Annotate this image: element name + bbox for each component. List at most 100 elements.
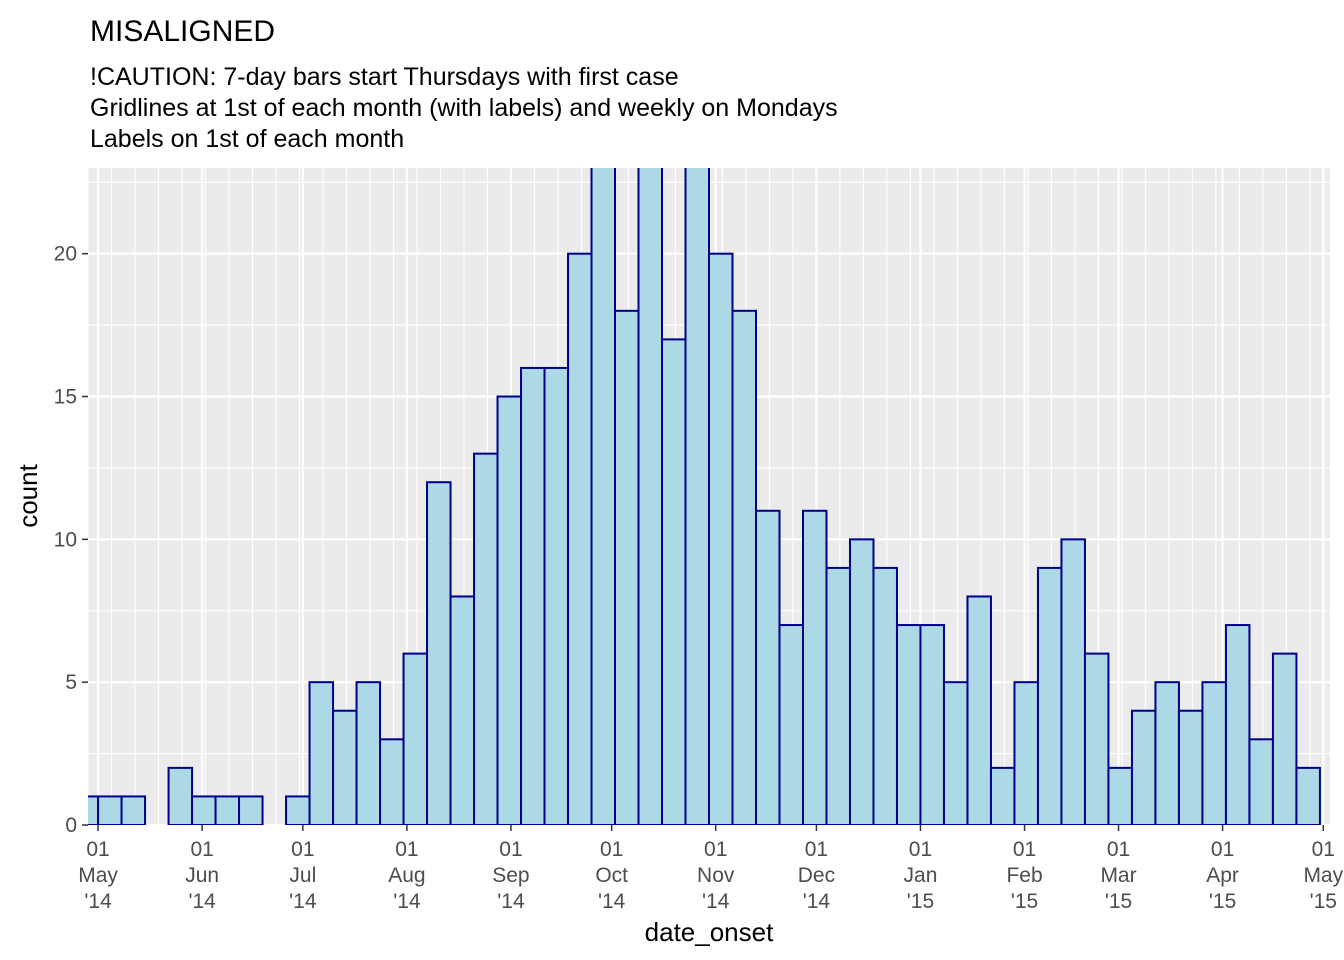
x-tick-label: Dec [798,864,835,887]
bar [1248,738,1274,825]
bar [1201,681,1227,825]
y-tick-label: 15 [54,386,77,409]
bar [332,709,358,825]
x-tick-label: Sep [492,864,529,887]
bar [731,309,757,825]
x-tick-label: '14 [702,890,730,913]
x-tick-label: Apr [1206,864,1239,887]
bar [1107,766,1133,825]
bar [966,595,992,825]
x-tick-label: 01 [190,838,213,861]
y-axis: 0 5 10 15 20 [54,243,88,837]
bar [590,168,617,825]
x-tick-label: 01 [600,838,623,861]
bar [496,395,523,825]
x-tick-label: 01 [704,838,727,861]
bar [120,795,147,825]
bar [637,168,664,825]
bar [473,452,499,825]
bar [614,309,640,825]
x-tick-label: Jan [904,864,938,887]
bar [1177,709,1204,825]
bar [88,795,100,825]
bar [426,481,452,825]
bar [1295,766,1321,825]
bar [214,795,241,825]
x-tick-label: '14 [289,890,317,913]
bar [708,252,734,825]
chart-title: MISALIGNED [90,15,275,48]
x-tick-label: '14 [393,890,421,913]
x-axis: 01 May '14 01 Jun '14 01 Jul '14 01 Aug '14 01 Sep '14… [78,825,1344,913]
x-tick-label: '14 [84,890,112,913]
bar [379,738,405,825]
bar [308,681,335,825]
x-tick-label: '14 [188,890,216,913]
bar [989,766,1016,825]
bar [778,624,804,825]
x-tick-label: '14 [803,890,831,913]
bar [238,795,264,825]
x-tick-label: '15 [1310,890,1337,913]
x-tick-label: Nov [697,864,735,887]
bar [285,795,311,825]
x-tick-label: Aug [388,864,425,887]
x-tick-label: May [1303,864,1343,887]
x-tick-label: 01 [1013,838,1036,861]
bar [402,652,429,825]
bar [97,795,123,825]
x-tick-label: Mar [1100,864,1136,887]
x-tick-label: '15 [1011,890,1038,913]
chart-subtitle-line-3: Labels on 1st of each month [90,125,404,153]
bar [661,338,687,825]
x-tick-label: 01 [909,838,932,861]
x-tick-label: Jun [185,864,219,887]
histogram-bars [88,168,1321,825]
bar [872,566,898,825]
chart-subtitle-line-1: !CAUTION: 7-day bars start Thursdays wit… [90,63,679,91]
bar [1130,709,1157,825]
bar [191,795,217,825]
chart-subtitle-line-2: Gridlines at 1st of each month (with lab… [90,94,838,122]
y-tick-label: 20 [54,243,77,266]
x-tick-label: '14 [497,890,525,913]
y-tick-label: 5 [65,671,77,694]
bar [567,252,593,825]
x-tick-label: 01 [1107,838,1130,861]
x-tick-label: '15 [1209,890,1236,913]
bar [520,366,546,825]
x-tick-label: 01 [499,838,522,861]
bar [449,595,476,825]
x-tick-label: 01 [395,838,418,861]
x-tick-label: 01 [291,838,314,861]
x-tick-label: Oct [595,864,628,887]
x-tick-label: '15 [907,890,934,913]
x-tick-label: '14 [598,890,626,913]
bar [1013,681,1039,825]
bar [355,681,382,825]
bar [1036,566,1063,825]
bar [684,168,710,825]
bar [1154,681,1180,825]
x-tick-label: Feb [1006,864,1042,887]
y-tick-label: 0 [65,814,77,837]
bar [848,538,875,825]
bar [1224,624,1251,825]
x-tick-label: 01 [86,838,109,861]
bar [543,366,570,825]
x-axis-title: date_onset [645,917,774,947]
x-tick-label: 01 [1211,838,1234,861]
bar [754,509,781,825]
x-tick-label: '15 [1105,890,1132,913]
x-tick-label: 01 [805,838,828,861]
x-tick-label: Jul [289,864,316,887]
bar [942,681,969,825]
bar [167,766,194,825]
x-tick-label: May [78,864,118,887]
bar [801,509,828,825]
x-tick-label: 01 [1312,838,1335,861]
y-axis-title: count [13,463,43,527]
bar [825,566,851,825]
bar [1271,652,1298,825]
